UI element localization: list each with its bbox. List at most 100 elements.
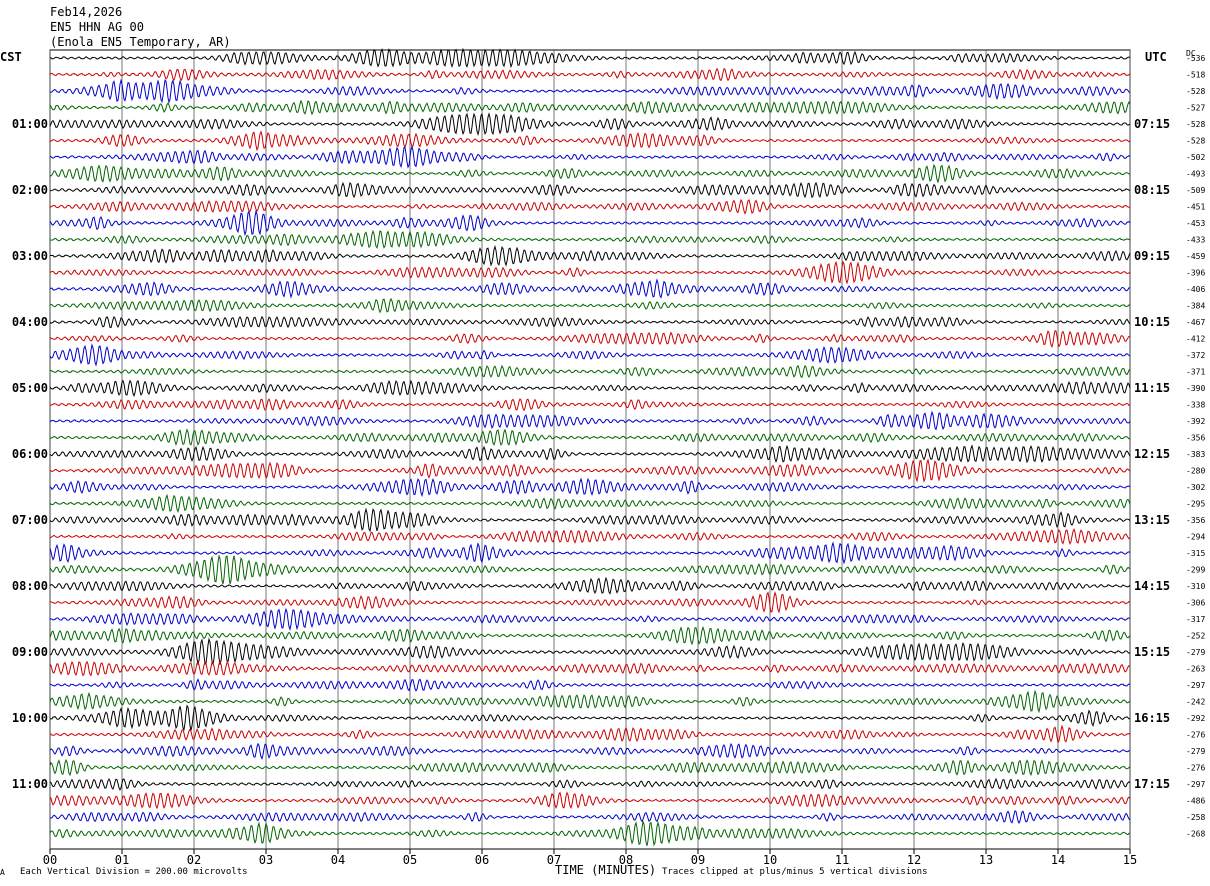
seismic-trace [49,689,1131,714]
seismic-trace [49,364,1131,379]
seismic-trace [49,278,1131,299]
seismic-trace [49,163,1131,184]
cst-hour-label: 04:00 [12,315,48,329]
dc-offset-label: -390 [1186,384,1205,393]
dc-offset-label: -518 [1186,71,1205,80]
dc-offset-label: -509 [1186,186,1205,195]
scale-note: Each Vertical Division = 200.00 microvol… [20,867,248,877]
seismic-trace [49,144,1131,169]
dc-offset-label: -297 [1186,681,1205,690]
dc-offset-label: -292 [1186,714,1205,723]
seismic-trace [49,507,1131,533]
dc-offset-label: -280 [1186,467,1205,476]
cst-hour-label: 03:00 [12,249,48,263]
utc-time-label: 09:15 [1134,249,1170,263]
seismic-trace [49,590,1131,614]
dc-offset-label: -356 [1186,434,1205,443]
header-date: Feb14,2026 [50,5,123,19]
dc-offset-label: -294 [1186,533,1205,542]
x-tick-label: 12 [907,853,921,867]
dc-offset-label: -302 [1186,483,1205,492]
utc-time-label: 10:15 [1134,315,1170,329]
dc-offset-label: -295 [1186,500,1205,509]
dc-offset-label: -297 [1186,780,1205,789]
utc-time-label: 17:15 [1134,777,1170,791]
header-station: EN5 HHN AG 00 [50,20,144,34]
seismic-trace [49,724,1131,744]
x-tick-label: 14 [1051,853,1065,867]
corner-mark: A [0,868,5,877]
utc-time-label: 13:15 [1134,513,1170,527]
utc-time-label: 14:15 [1134,579,1170,593]
dc-offset-label: -317 [1186,615,1205,624]
dc-offset-label: -279 [1186,648,1205,657]
dc-header: DC [1186,49,1196,58]
seismic-trace [49,209,1131,237]
seismic-trace [49,758,1131,777]
seismic-trace [49,493,1131,514]
cst-hour-label: 05:00 [12,381,48,395]
dc-offset-label: -276 [1186,731,1205,740]
utc-time-label: 07:15 [1134,117,1170,131]
utc-time-label: 15:15 [1134,645,1170,659]
seismic-trace [49,477,1131,498]
cst-hour-label: 06:00 [12,447,48,461]
utc-time-label: 12:15 [1134,447,1170,461]
dc-offset-label: -528 [1186,137,1205,146]
utc-time-label: 08:15 [1134,183,1170,197]
x-tick-label: 08 [619,853,633,867]
seismic-trace [49,704,1131,731]
dc-offset-label: -356 [1186,516,1205,525]
seismic-trace [49,742,1131,760]
dc-offset-label: -258 [1186,813,1205,822]
dc-offset-label: -372 [1186,351,1205,360]
seismic-trace [49,791,1131,810]
dc-offset-label: -406 [1186,285,1205,294]
seismic-trace [49,810,1131,825]
dc-offset-label: -502 [1186,153,1205,162]
seismic-trace [49,428,1131,446]
cst-hour-label: 09:00 [12,645,48,659]
x-tick-label: 05 [403,853,417,867]
x-tick-label: 07 [547,853,561,867]
utc-time-label: 16:15 [1134,711,1170,725]
seismic-trace [49,112,1131,137]
seismic-trace [49,330,1131,348]
dc-offset-label: -279 [1186,747,1205,756]
dc-offset-label: -528 [1186,87,1205,96]
dc-offset-label: -493 [1186,170,1205,179]
seismic-trace [49,47,1131,69]
utc-time-label: 11:15 [1134,381,1170,395]
seismic-trace [49,78,1131,104]
seismic-trace [49,379,1131,398]
dc-offset-label: -306 [1186,599,1205,608]
dc-offset-label: -451 [1186,203,1205,212]
dc-offset-label: -467 [1186,318,1205,327]
dc-offset-label: -453 [1186,219,1205,228]
dc-offset-label: -242 [1186,698,1205,707]
seismic-trace [49,660,1131,677]
seismic-trace [49,260,1131,285]
seismic-trace [49,229,1131,249]
seismic-trace [49,398,1131,412]
seismic-trace [49,607,1131,631]
dc-offset-label: -433 [1186,236,1205,245]
seismic-trace [49,343,1131,367]
seismic-trace [49,198,1131,215]
clip-note: Traces clipped at plus/minus 5 vertical … [662,867,928,877]
x-tick-label: 01 [115,853,129,867]
dc-offset-label: -527 [1186,104,1205,113]
cst-hour-label: 07:00 [12,513,48,527]
seismic-trace [49,444,1131,464]
x-tick-label: 02 [187,853,201,867]
dc-offset-label: -486 [1186,797,1205,806]
seismic-trace [49,410,1131,431]
cst-hour-label: 02:00 [12,183,48,197]
dc-offset-label: -299 [1186,566,1205,575]
seismic-trace [49,181,1131,199]
dc-offset-label: -396 [1186,269,1205,278]
dc-offset-label: -536 [1186,54,1205,63]
dc-offset-label: -310 [1186,582,1205,591]
cst-hour-label: 10:00 [12,711,48,725]
